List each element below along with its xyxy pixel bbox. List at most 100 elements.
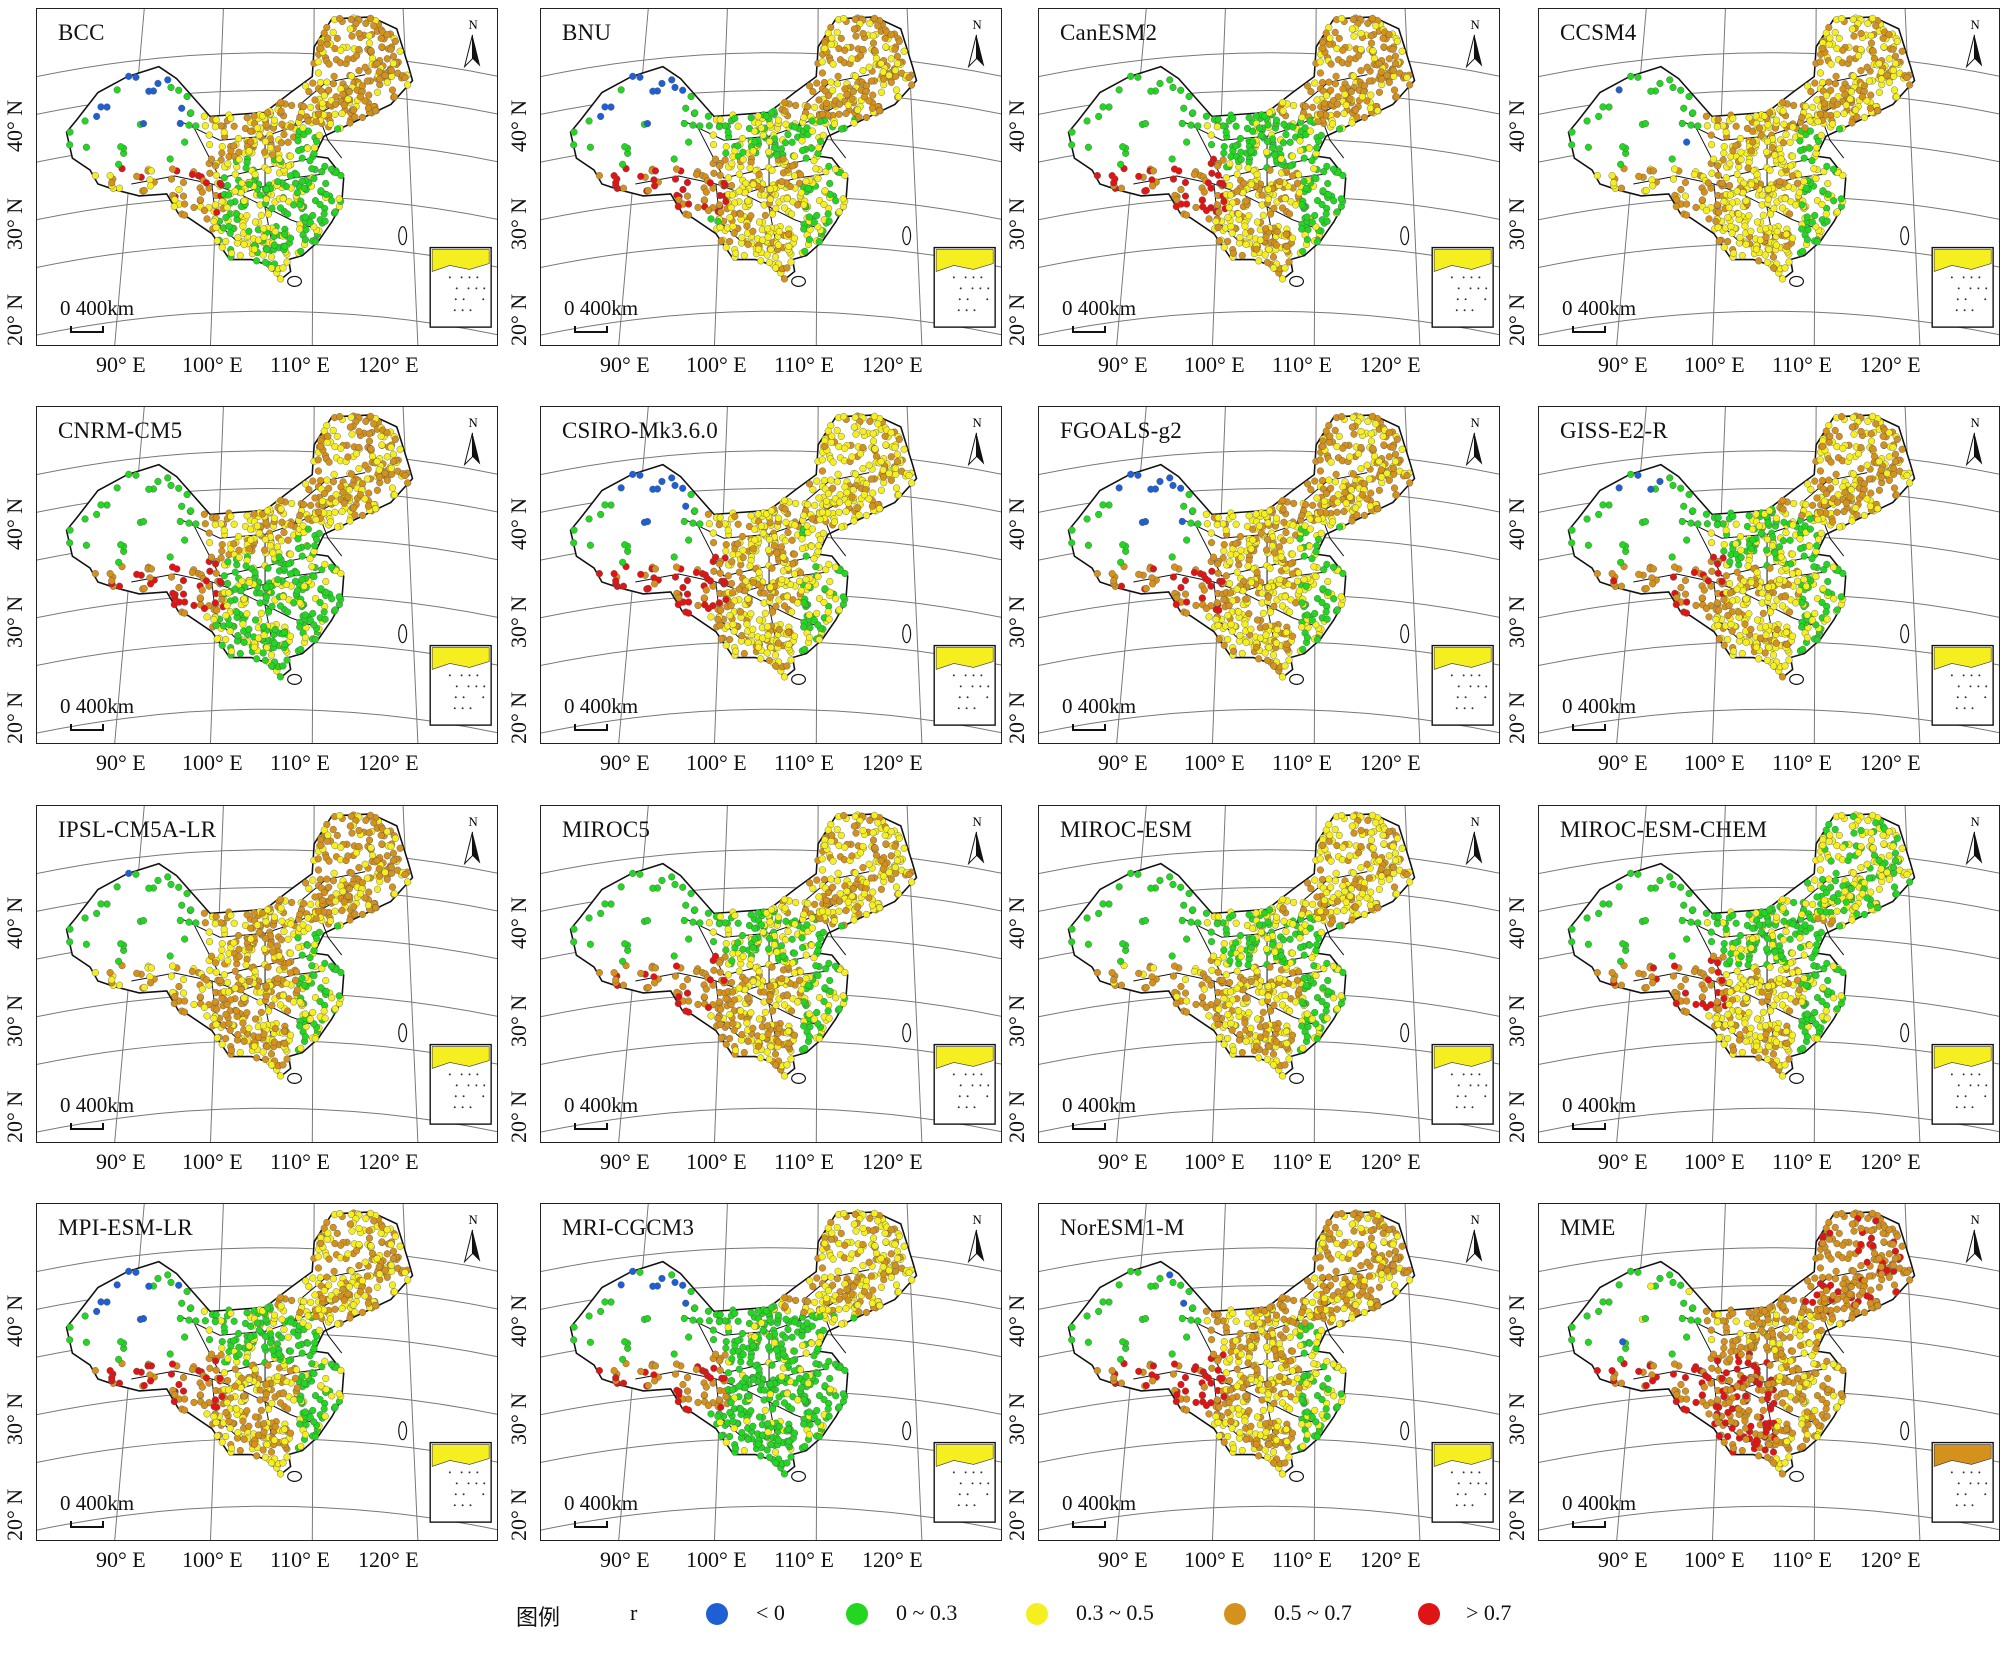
- station-point: [224, 579, 232, 588]
- station-point: [1357, 29, 1365, 38]
- station-point: [1215, 237, 1223, 245]
- station-point: [824, 210, 832, 218]
- station-point: [689, 121, 697, 129]
- station-point: [1323, 217, 1331, 225]
- station-point: [585, 117, 593, 125]
- station-point: [619, 582, 628, 590]
- station-point: [1782, 230, 1790, 238]
- station-point: [260, 225, 268, 233]
- station-point: [1806, 127, 1814, 135]
- station-point: [1732, 142, 1740, 150]
- station-point: [651, 580, 659, 588]
- station-point: [293, 587, 301, 595]
- station-point: [301, 634, 309, 642]
- station-point: [1325, 78, 1333, 86]
- lon-label: 110° E: [1272, 352, 1332, 377]
- station-point: [287, 521, 295, 529]
- station-point: [1318, 598, 1326, 607]
- station-point: [344, 95, 352, 103]
- station-point: [1841, 90, 1849, 98]
- station-point: [868, 502, 876, 510]
- station-point: [1891, 52, 1900, 60]
- station-point: [1800, 154, 1808, 162]
- station-point: [744, 197, 752, 205]
- station-point: [728, 558, 736, 566]
- station-point: [347, 15, 355, 23]
- station-point: [389, 59, 397, 68]
- station-point: [675, 594, 683, 602]
- station-point: [192, 520, 200, 528]
- station-point: [263, 643, 271, 652]
- station-point: [1752, 245, 1760, 253]
- map-frame: N: [1038, 406, 1500, 744]
- map-frame: N: [540, 406, 1002, 744]
- station-point: [1739, 189, 1747, 197]
- station-point: [1349, 15, 1357, 23]
- station-point: [804, 500, 812, 509]
- station-point: [1806, 117, 1814, 125]
- station-point: [212, 162, 220, 170]
- station-point: [619, 160, 627, 168]
- station-point: [794, 201, 802, 209]
- station-point: [1225, 204, 1233, 212]
- station-point: [783, 662, 791, 670]
- station-point: [330, 470, 338, 478]
- station-point: [817, 535, 825, 543]
- station-point: [164, 474, 172, 482]
- station-point: [263, 109, 272, 117]
- station-point: [346, 517, 354, 525]
- station-point: [1727, 191, 1735, 199]
- station-point: [306, 218, 314, 226]
- station-point: [1207, 539, 1216, 547]
- station-point: [1263, 258, 1271, 266]
- station-point: [570, 128, 578, 136]
- station-point: [783, 264, 791, 272]
- station-point: [1220, 143, 1228, 151]
- station-point: [1257, 236, 1265, 244]
- station-point: [726, 237, 734, 246]
- station-point: [820, 78, 829, 87]
- station-point: [347, 72, 356, 80]
- station-point: [1127, 72, 1135, 80]
- north-label: N: [1971, 18, 1980, 32]
- station-point: [268, 662, 276, 670]
- lon-label: 100° E: [182, 352, 243, 377]
- station-point: [855, 113, 863, 121]
- scale-bar: [1572, 326, 1606, 333]
- station-point: [1230, 249, 1238, 257]
- station-point: [621, 541, 629, 549]
- station-point: [704, 112, 712, 120]
- station-point: [286, 152, 294, 160]
- station-point: [274, 576, 282, 584]
- lat-label: 40° N: [1504, 99, 1529, 152]
- lat-label: 30° N: [1004, 197, 1029, 250]
- station-point: [800, 623, 808, 631]
- station-point: [1245, 114, 1253, 122]
- station-point: [1227, 222, 1235, 231]
- station-point: [764, 623, 772, 631]
- station-point: [1192, 203, 1200, 212]
- station-point: [1833, 110, 1841, 118]
- station-point: [841, 171, 849, 180]
- station-point: [1783, 242, 1791, 251]
- station-point: [366, 412, 375, 420]
- station-point: [1224, 237, 1232, 246]
- station-point: [838, 523, 846, 531]
- station-point: [759, 634, 767, 642]
- station-point: [832, 197, 840, 205]
- station-point: [1818, 78, 1827, 87]
- station-point: [226, 229, 234, 237]
- station-point: [871, 47, 879, 55]
- station-point: [1290, 101, 1298, 110]
- station-point: [1778, 275, 1786, 283]
- station-point: [1737, 155, 1745, 164]
- station-point: [1785, 258, 1793, 266]
- station-point: [274, 178, 282, 186]
- station-point: [396, 47, 404, 55]
- station-point: [1224, 611, 1232, 620]
- station-point: [1840, 109, 1848, 118]
- lon-label: 100° E: [686, 352, 747, 377]
- north-label: N: [973, 416, 982, 430]
- station-point: [774, 639, 782, 647]
- station-point: [302, 82, 310, 90]
